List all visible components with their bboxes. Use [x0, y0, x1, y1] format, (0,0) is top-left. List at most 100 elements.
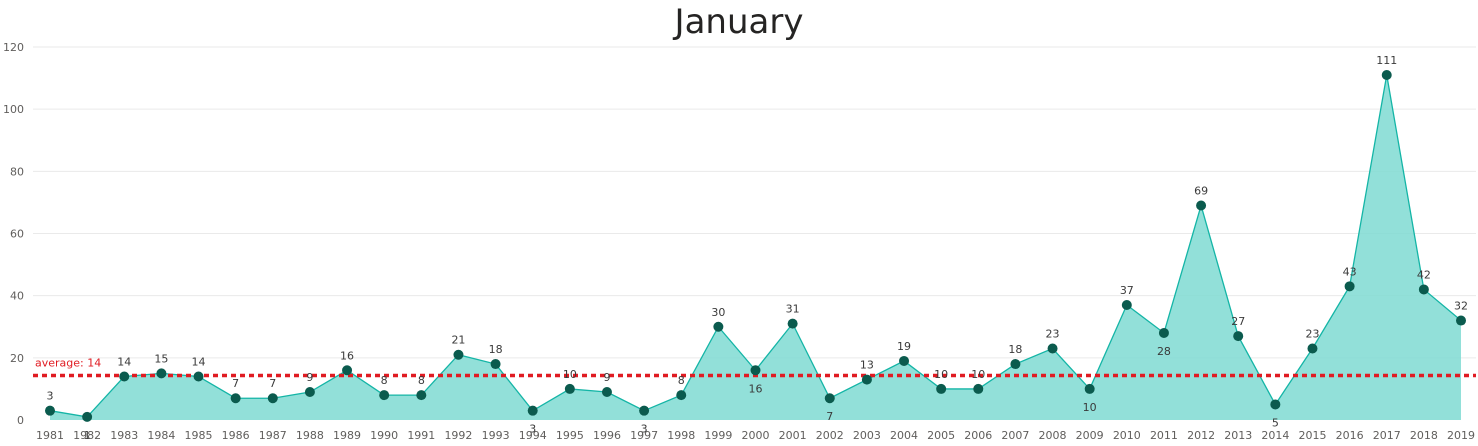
data-point — [564, 383, 575, 394]
x-tick-label: 1983 — [110, 429, 138, 442]
average-label: average: 14 — [35, 356, 101, 369]
data-label: 3 — [47, 390, 54, 403]
x-tick-label: 1989 — [333, 429, 361, 442]
data-label: 10 — [563, 368, 577, 381]
x-tick-label: 1995 — [556, 429, 584, 442]
x-tick-label: 1981 — [36, 429, 64, 442]
data-point — [267, 393, 278, 404]
data-point — [1158, 327, 1169, 338]
data-point — [527, 405, 538, 416]
chart-title: January — [674, 2, 804, 42]
data-label: 7 — [269, 377, 276, 390]
x-tick-label: 1985 — [185, 429, 213, 442]
x-tick-label: 1988 — [296, 429, 324, 442]
x-tick-label: 2003 — [853, 429, 881, 442]
data-label: 18 — [1008, 343, 1022, 356]
data-point — [490, 359, 501, 370]
data-label: 5 — [1272, 416, 1279, 429]
data-point — [1418, 284, 1429, 295]
x-tick-label: 1996 — [593, 429, 621, 442]
data-point — [787, 318, 798, 329]
data-label: 9 — [306, 371, 313, 384]
data-point — [45, 405, 55, 416]
x-tick-label: 1986 — [222, 429, 250, 442]
x-tick-label: 2015 — [1298, 429, 1326, 442]
data-point — [676, 390, 687, 401]
x-tick-label: 2007 — [1001, 429, 1029, 442]
x-tick-label: 2000 — [742, 429, 770, 442]
y-tick-label: 0 — [17, 414, 24, 427]
data-label: 10 — [971, 368, 985, 381]
data-point — [1121, 299, 1132, 310]
data-label: 14 — [117, 355, 131, 368]
x-tick-label: 1994 — [519, 429, 547, 442]
data-label: 8 — [418, 374, 425, 387]
x-tick-label: 2014 — [1261, 429, 1289, 442]
data-point — [119, 371, 130, 382]
data-point — [1047, 343, 1058, 354]
data-point — [1196, 200, 1207, 211]
data-point — [1344, 281, 1355, 292]
area-fill — [50, 74, 1461, 420]
x-tick-label: 2001 — [779, 429, 807, 442]
y-tick-label: 120 — [3, 41, 24, 54]
data-label: 43 — [1343, 265, 1357, 278]
data-label: 42 — [1417, 268, 1431, 281]
data-label: 27 — [1231, 315, 1245, 328]
y-tick-label: 60 — [10, 228, 24, 241]
y-tick-label: 40 — [10, 290, 24, 303]
data-label: 14 — [192, 355, 206, 368]
y-tick-label: 100 — [3, 103, 24, 116]
data-point — [230, 393, 241, 404]
data-label: 31 — [786, 303, 800, 316]
data-point — [861, 374, 872, 385]
data-point — [82, 411, 93, 422]
x-tick-label: 2002 — [816, 429, 844, 442]
x-tick-label: 2008 — [1039, 429, 1067, 442]
x-tick-label: 2010 — [1113, 429, 1141, 442]
data-point — [750, 365, 761, 376]
data-point — [973, 383, 984, 394]
data-label: 8 — [381, 374, 388, 387]
data-point — [936, 383, 947, 394]
x-tick-label: 1997 — [630, 429, 658, 442]
data-label: 7 — [232, 377, 239, 390]
x-tick-label: 2011 — [1150, 429, 1178, 442]
data-label: 23 — [1046, 328, 1060, 341]
data-point — [379, 390, 390, 401]
data-label: 30 — [711, 306, 725, 319]
data-point — [453, 349, 464, 360]
data-point — [193, 371, 204, 382]
x-tick-label: 1992 — [444, 429, 472, 442]
y-tick-label: 80 — [10, 165, 24, 178]
data-point — [416, 390, 427, 401]
data-point — [1084, 383, 1095, 394]
data-point — [601, 387, 612, 398]
data-label: 37 — [1120, 284, 1134, 297]
x-tick-label: 2004 — [890, 429, 918, 442]
data-label: 19 — [897, 340, 911, 353]
x-tick-label: 1998 — [667, 429, 695, 442]
data-label: 9 — [603, 371, 610, 384]
data-label: 21 — [451, 334, 465, 347]
data-point — [1307, 343, 1318, 354]
data-label: 16 — [749, 382, 763, 395]
x-tick-label: 2013 — [1224, 429, 1252, 442]
data-point — [342, 365, 353, 376]
data-point — [639, 405, 650, 416]
data-label: 23 — [1305, 328, 1319, 341]
data-point — [156, 368, 167, 379]
x-tick-label: 1987 — [259, 429, 287, 442]
data-label: 7 — [826, 410, 833, 423]
data-label: 10 — [1083, 401, 1097, 414]
y-tick-label: 20 — [10, 352, 24, 365]
x-tick-label: 2016 — [1336, 429, 1364, 442]
x-tick-label: 1990 — [370, 429, 398, 442]
data-point — [713, 321, 724, 332]
data-label: 32 — [1454, 300, 1468, 313]
data-label: 3 — [529, 423, 536, 436]
x-tick-label: 2019 — [1447, 429, 1475, 442]
x-tick-label: 2017 — [1373, 429, 1401, 442]
data-label: 111 — [1376, 54, 1397, 67]
data-label: 28 — [1157, 345, 1171, 358]
